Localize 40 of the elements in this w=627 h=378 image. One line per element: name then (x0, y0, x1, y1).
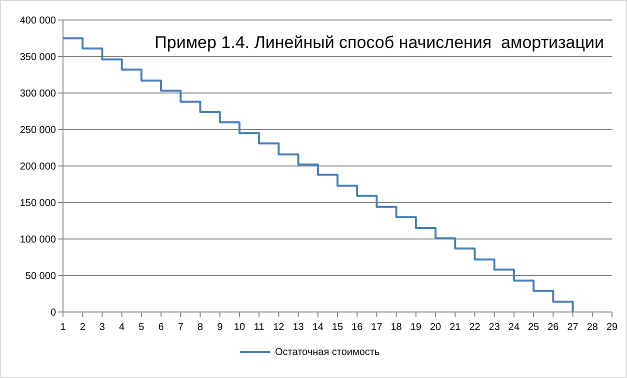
x-tick-label: 4 (119, 322, 126, 333)
x-tick-label: 2 (80, 322, 86, 333)
x-tick-label: 3 (99, 322, 106, 333)
x-tick-label: 5 (138, 322, 145, 333)
x-tick-label: 29 (606, 322, 618, 333)
y-tick-label: 250 000 (20, 125, 56, 136)
x-tick-label: 6 (158, 322, 164, 333)
x-tick-label: 19 (410, 322, 422, 333)
x-tick-label: 10 (234, 322, 246, 333)
x-tick-label: 12 (273, 322, 285, 333)
x-tick-label: 25 (528, 322, 540, 333)
x-tick-label: 21 (450, 322, 462, 333)
x-tick-label: 24 (508, 322, 520, 333)
x-tick-label: 20 (430, 322, 442, 333)
y-tick-label: 300 000 (20, 88, 56, 100)
x-tick-label: 22 (469, 322, 481, 333)
x-tick-label: 18 (390, 322, 402, 333)
x-tick-label: 9 (217, 322, 224, 333)
x-tick-label: 27 (567, 322, 579, 333)
y-tick-label: 400 000 (20, 16, 56, 26)
y-tick-label: 0 (50, 308, 56, 318)
x-tick-label: 8 (197, 322, 204, 333)
y-tick-label: 50 000 (25, 271, 56, 282)
legend-label: Остаточная стоимость (275, 347, 380, 358)
y-tick-label: 350 000 (20, 52, 56, 63)
text: Пример 1.4. Линейный способ начисления амортизации (154, 33, 604, 52)
y-tick-label: 200 000 (20, 162, 56, 172)
x-tick-label: 28 (586, 322, 598, 333)
y-tick-label: 150 000 (20, 198, 56, 209)
x-tick-label: 17 (371, 322, 383, 333)
x-tick-label: 13 (292, 322, 304, 333)
y-tick-label: 100 000 (20, 234, 56, 246)
x-tick-label: 1 (60, 322, 66, 333)
x-tick-label: 11 (254, 322, 265, 333)
x-tick-label: 15 (332, 322, 344, 333)
x-tick-label: 7 (178, 322, 184, 333)
x-tick-label: 23 (488, 322, 500, 333)
x-tick-label: 16 (352, 322, 364, 333)
x-tick-label: 14 (312, 322, 324, 333)
x-tick-label: 26 (548, 322, 560, 333)
